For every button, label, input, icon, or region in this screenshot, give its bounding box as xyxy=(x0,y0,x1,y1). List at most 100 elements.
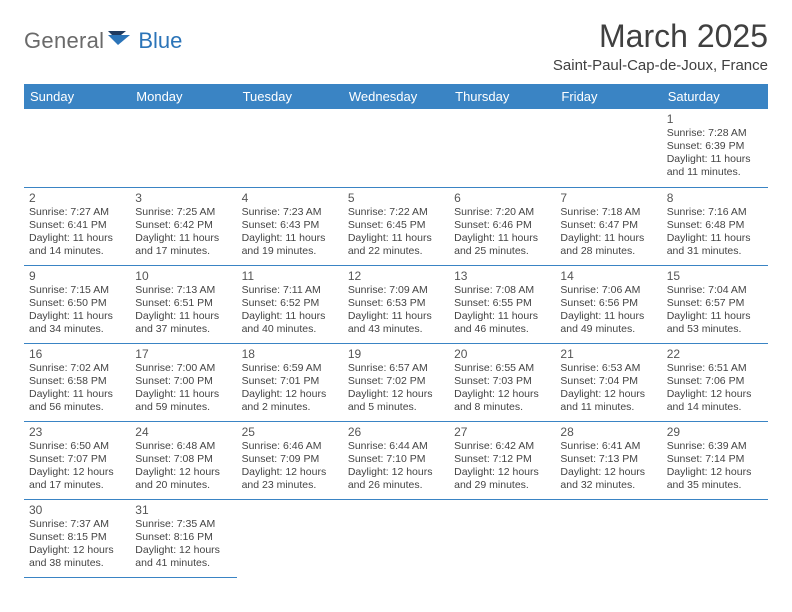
sunset-text: Sunset: 7:09 PM xyxy=(242,453,338,466)
calendar-day-cell xyxy=(449,499,555,577)
calendar-day-cell: 24Sunrise: 6:48 AMSunset: 7:08 PMDayligh… xyxy=(130,421,236,499)
day-number: 7 xyxy=(560,191,656,205)
daylight-text: Daylight: 11 hours and 11 minutes. xyxy=(667,153,763,179)
calendar-day-cell: 3Sunrise: 7:25 AMSunset: 6:42 PMDaylight… xyxy=(130,187,236,265)
sunrise-text: Sunrise: 7:35 AM xyxy=(135,518,231,531)
sunset-text: Sunset: 6:47 PM xyxy=(560,219,656,232)
calendar-day-cell: 26Sunrise: 6:44 AMSunset: 7:10 PMDayligh… xyxy=(343,421,449,499)
day-info: Sunrise: 7:00 AMSunset: 7:00 PMDaylight:… xyxy=(135,362,231,415)
calendar-day-cell: 15Sunrise: 7:04 AMSunset: 6:57 PMDayligh… xyxy=(662,265,768,343)
day-number: 8 xyxy=(667,191,763,205)
sunrise-text: Sunrise: 6:46 AM xyxy=(242,440,338,453)
day-info: Sunrise: 7:09 AMSunset: 6:53 PMDaylight:… xyxy=(348,284,444,337)
day-number: 14 xyxy=(560,269,656,283)
day-info: Sunrise: 7:37 AMSunset: 8:15 PMDaylight:… xyxy=(29,518,125,571)
calendar-day-cell: 22Sunrise: 6:51 AMSunset: 7:06 PMDayligh… xyxy=(662,343,768,421)
calendar-day-cell: 27Sunrise: 6:42 AMSunset: 7:12 PMDayligh… xyxy=(449,421,555,499)
daylight-text: Daylight: 12 hours and 11 minutes. xyxy=(560,388,656,414)
weekday-header: Tuesday xyxy=(237,84,343,109)
day-number: 29 xyxy=(667,425,763,439)
calendar-day-cell: 14Sunrise: 7:06 AMSunset: 6:56 PMDayligh… xyxy=(555,265,661,343)
day-info: Sunrise: 7:22 AMSunset: 6:45 PMDaylight:… xyxy=(348,206,444,259)
daylight-text: Daylight: 11 hours and 59 minutes. xyxy=(135,388,231,414)
sunset-text: Sunset: 6:46 PM xyxy=(454,219,550,232)
calendar-day-cell: 7Sunrise: 7:18 AMSunset: 6:47 PMDaylight… xyxy=(555,187,661,265)
calendar-day-cell xyxy=(24,109,130,187)
sunrise-text: Sunrise: 7:37 AM xyxy=(29,518,125,531)
day-number: 20 xyxy=(454,347,550,361)
sunrise-text: Sunrise: 6:42 AM xyxy=(454,440,550,453)
day-number: 3 xyxy=(135,191,231,205)
calendar-day-cell: 13Sunrise: 7:08 AMSunset: 6:55 PMDayligh… xyxy=(449,265,555,343)
calendar-day-cell: 4Sunrise: 7:23 AMSunset: 6:43 PMDaylight… xyxy=(237,187,343,265)
sunset-text: Sunset: 7:04 PM xyxy=(560,375,656,388)
weekday-header: Monday xyxy=(130,84,236,109)
day-info: Sunrise: 6:50 AMSunset: 7:07 PMDaylight:… xyxy=(29,440,125,493)
daylight-text: Daylight: 12 hours and 26 minutes. xyxy=(348,466,444,492)
sunrise-text: Sunrise: 6:57 AM xyxy=(348,362,444,375)
day-info: Sunrise: 6:48 AMSunset: 7:08 PMDaylight:… xyxy=(135,440,231,493)
day-number: 26 xyxy=(348,425,444,439)
calendar-day-cell: 8Sunrise: 7:16 AMSunset: 6:48 PMDaylight… xyxy=(662,187,768,265)
day-number: 13 xyxy=(454,269,550,283)
weekday-header: Saturday xyxy=(662,84,768,109)
sunrise-text: Sunrise: 7:04 AM xyxy=(667,284,763,297)
sunrise-text: Sunrise: 7:22 AM xyxy=(348,206,444,219)
sunrise-text: Sunrise: 6:44 AM xyxy=(348,440,444,453)
sunrise-text: Sunrise: 6:39 AM xyxy=(667,440,763,453)
daylight-text: Daylight: 11 hours and 19 minutes. xyxy=(242,232,338,258)
day-info: Sunrise: 6:59 AMSunset: 7:01 PMDaylight:… xyxy=(242,362,338,415)
calendar-day-cell xyxy=(343,499,449,577)
sunset-text: Sunset: 6:57 PM xyxy=(667,297,763,310)
sunset-text: Sunset: 7:06 PM xyxy=(667,375,763,388)
daylight-text: Daylight: 12 hours and 38 minutes. xyxy=(29,544,125,570)
sunrise-text: Sunrise: 7:20 AM xyxy=(454,206,550,219)
daylight-text: Daylight: 11 hours and 56 minutes. xyxy=(29,388,125,414)
day-number: 18 xyxy=(242,347,338,361)
day-info: Sunrise: 7:04 AMSunset: 6:57 PMDaylight:… xyxy=(667,284,763,337)
sunset-text: Sunset: 7:00 PM xyxy=(135,375,231,388)
weekday-header: Friday xyxy=(555,84,661,109)
day-info: Sunrise: 7:08 AMSunset: 6:55 PMDaylight:… xyxy=(454,284,550,337)
sunrise-text: Sunrise: 6:48 AM xyxy=(135,440,231,453)
daylight-text: Daylight: 11 hours and 46 minutes. xyxy=(454,310,550,336)
daylight-text: Daylight: 11 hours and 40 minutes. xyxy=(242,310,338,336)
calendar-day-cell xyxy=(555,109,661,187)
calendar-day-cell: 30Sunrise: 7:37 AMSunset: 8:15 PMDayligh… xyxy=(24,499,130,577)
day-info: Sunrise: 7:20 AMSunset: 6:46 PMDaylight:… xyxy=(454,206,550,259)
daylight-text: Daylight: 11 hours and 37 minutes. xyxy=(135,310,231,336)
calendar-day-cell: 21Sunrise: 6:53 AMSunset: 7:04 PMDayligh… xyxy=(555,343,661,421)
day-info: Sunrise: 6:42 AMSunset: 7:12 PMDaylight:… xyxy=(454,440,550,493)
daylight-text: Daylight: 11 hours and 34 minutes. xyxy=(29,310,125,336)
sunset-text: Sunset: 6:51 PM xyxy=(135,297,231,310)
day-number: 23 xyxy=(29,425,125,439)
brand-flag-icon xyxy=(108,29,134,54)
day-number: 16 xyxy=(29,347,125,361)
sunset-text: Sunset: 6:56 PM xyxy=(560,297,656,310)
calendar-day-cell: 6Sunrise: 7:20 AMSunset: 6:46 PMDaylight… xyxy=(449,187,555,265)
sunrise-text: Sunrise: 7:23 AM xyxy=(242,206,338,219)
daylight-text: Daylight: 12 hours and 23 minutes. xyxy=(242,466,338,492)
daylight-text: Daylight: 12 hours and 32 minutes. xyxy=(560,466,656,492)
day-number: 31 xyxy=(135,503,231,517)
daylight-text: Daylight: 12 hours and 20 minutes. xyxy=(135,466,231,492)
calendar-day-cell: 10Sunrise: 7:13 AMSunset: 6:51 PMDayligh… xyxy=(130,265,236,343)
sunset-text: Sunset: 6:43 PM xyxy=(242,219,338,232)
calendar-day-cell xyxy=(343,109,449,187)
daylight-text: Daylight: 11 hours and 53 minutes. xyxy=(667,310,763,336)
sunrise-text: Sunrise: 6:53 AM xyxy=(560,362,656,375)
sunset-text: Sunset: 6:55 PM xyxy=(454,297,550,310)
day-info: Sunrise: 6:55 AMSunset: 7:03 PMDaylight:… xyxy=(454,362,550,415)
calendar-table: SundayMondayTuesdayWednesdayThursdayFrid… xyxy=(24,84,768,578)
daylight-text: Daylight: 11 hours and 14 minutes. xyxy=(29,232,125,258)
calendar-day-cell xyxy=(130,109,236,187)
day-number: 21 xyxy=(560,347,656,361)
sunset-text: Sunset: 6:50 PM xyxy=(29,297,125,310)
sunrise-text: Sunrise: 7:00 AM xyxy=(135,362,231,375)
day-info: Sunrise: 6:39 AMSunset: 7:14 PMDaylight:… xyxy=(667,440,763,493)
calendar-day-cell: 12Sunrise: 7:09 AMSunset: 6:53 PMDayligh… xyxy=(343,265,449,343)
sunrise-text: Sunrise: 7:09 AM xyxy=(348,284,444,297)
day-number: 25 xyxy=(242,425,338,439)
day-number: 5 xyxy=(348,191,444,205)
daylight-text: Daylight: 11 hours and 31 minutes. xyxy=(667,232,763,258)
